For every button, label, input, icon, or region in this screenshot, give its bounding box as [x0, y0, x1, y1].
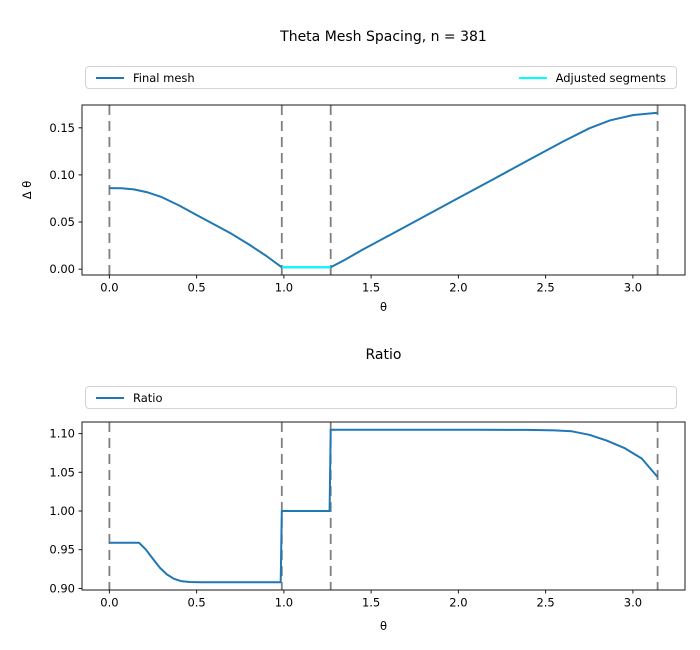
y-tick-label: 0.10 — [49, 168, 75, 182]
x-tick-label: 0.5 — [187, 596, 205, 610]
y-tick-label: 1.10 — [49, 427, 75, 441]
mesh-spacing-x-axis-label: θ — [379, 300, 388, 314]
y-tick-label: 1.00 — [49, 504, 75, 518]
x-tick-label: 1.5 — [362, 596, 380, 610]
axes-spines — [81, 421, 686, 591]
y-tick-label: 0.95 — [49, 543, 75, 557]
x-tick-label: 2.5 — [536, 281, 554, 295]
x-tick-label: 1.0 — [275, 281, 293, 295]
ratio-line-swatch — [96, 396, 124, 399]
x-tick-label: 2.0 — [449, 596, 467, 610]
ratio-chart-title: Ratio — [365, 347, 402, 363]
ratio-legend: Ratio — [85, 386, 677, 409]
x-tick-label: 0.0 — [100, 281, 118, 295]
mesh-spacing-plot: 0.0 0.5 1.0 1.5 2.0 2.5 3.0 0.00 0.05 0.10 0.15 — [49, 104, 686, 295]
y-tick-label: 0.05 — [49, 215, 75, 229]
x-tick-label: 3.0 — [624, 596, 642, 610]
legend-item-adjusted-segments: Adjusted segments — [518, 70, 666, 85]
legend-item-ratio: Ratio — [96, 391, 163, 405]
legend-item-final-mesh: Final mesh — [96, 71, 195, 85]
y-tick-label: 0.90 — [49, 582, 75, 596]
final-mesh-line-swatch — [96, 76, 124, 79]
y-tick-label: 0.15 — [49, 121, 75, 135]
series-line-final-mesh — [109, 111, 658, 269]
x-tick-label: 1.0 — [275, 596, 293, 610]
ratio-legend-label: Ratio — [133, 390, 163, 405]
y-tick-label: 0.00 — [49, 262, 75, 276]
ratio-plot: 0.0 0.5 1.0 1.5 2.0 2.5 3.0 0.90 0.95 1.00 1.05 1.1… — [49, 421, 686, 610]
x-tick-label: 0.5 — [187, 281, 205, 295]
series-line-ratio — [109, 428, 659, 584]
x-tick-label: 1.5 — [362, 281, 380, 295]
axes-spines — [81, 104, 686, 276]
adjusted-segments-line-swatch — [518, 76, 547, 79]
x-tick-label: 2.5 — [536, 596, 554, 610]
mesh-spacing-chart-title: Theta Mesh Spacing, n = 381 — [280, 29, 487, 45]
x-tick-label: 2.0 — [449, 281, 467, 295]
adjusted-segments-legend-label: Adjusted segments — [555, 70, 666, 85]
final-mesh-legend-label: Final mesh — [133, 70, 195, 85]
y-tick-label: 1.05 — [49, 465, 75, 479]
mesh-spacing-legend: Final mesh Adjusted segments — [85, 66, 677, 89]
x-tick-label: 0.0 — [100, 596, 118, 610]
x-tick-label: 3.0 — [624, 281, 642, 295]
ratio-x-axis-label: θ — [379, 619, 388, 633]
